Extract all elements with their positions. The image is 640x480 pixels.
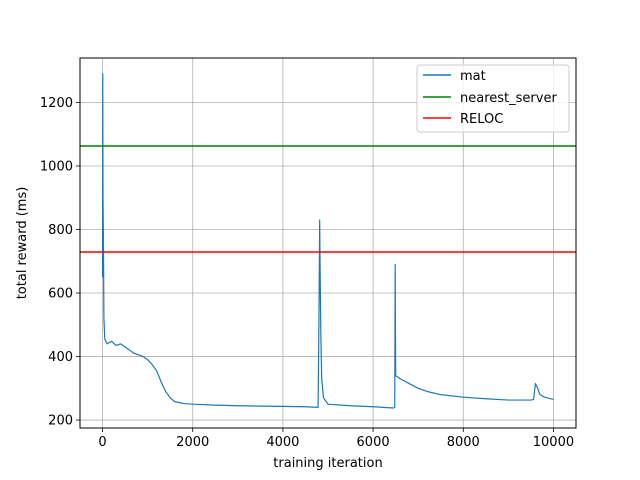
x-tick-label: 0 — [98, 435, 106, 450]
y-tick-label: 1000 — [40, 159, 73, 174]
legend: mat nearest_server RELOC — [416, 64, 570, 133]
x-tick-label: 10000 — [533, 435, 574, 450]
plot-frame — [79, 57, 577, 429]
grid — [80, 58, 576, 428]
legend-label-nearest-server: nearest_server — [460, 91, 557, 106]
series-line-mat — [101, 73, 554, 409]
x-axis-title: training iteration — [273, 456, 382, 471]
x-tick-label: 8000 — [447, 435, 480, 450]
x-tick-label: 6000 — [357, 435, 390, 450]
legend-box — [416, 64, 570, 133]
y-axis-title: total reward (ms) — [15, 187, 30, 300]
y-ticks: 200 400 600 800 1000 1200 — [40, 96, 80, 429]
y-tick-label: 200 — [48, 414, 73, 429]
x-tick-label: 2000 — [176, 435, 209, 450]
legend-label-mat: mat — [460, 69, 486, 84]
x-ticks: 0 2000 4000 6000 8000 10000 — [98, 428, 574, 450]
series-layer — [80, 73, 576, 409]
y-tick-label: 1200 — [40, 96, 73, 111]
y-tick-label: 600 — [48, 287, 73, 302]
y-tick-label: 800 — [48, 223, 73, 238]
plot-area — [80, 73, 576, 409]
legend-label-reloc: RELOC — [460, 112, 503, 127]
y-tick-label: 400 — [48, 350, 73, 365]
x-tick-label: 4000 — [266, 435, 299, 450]
